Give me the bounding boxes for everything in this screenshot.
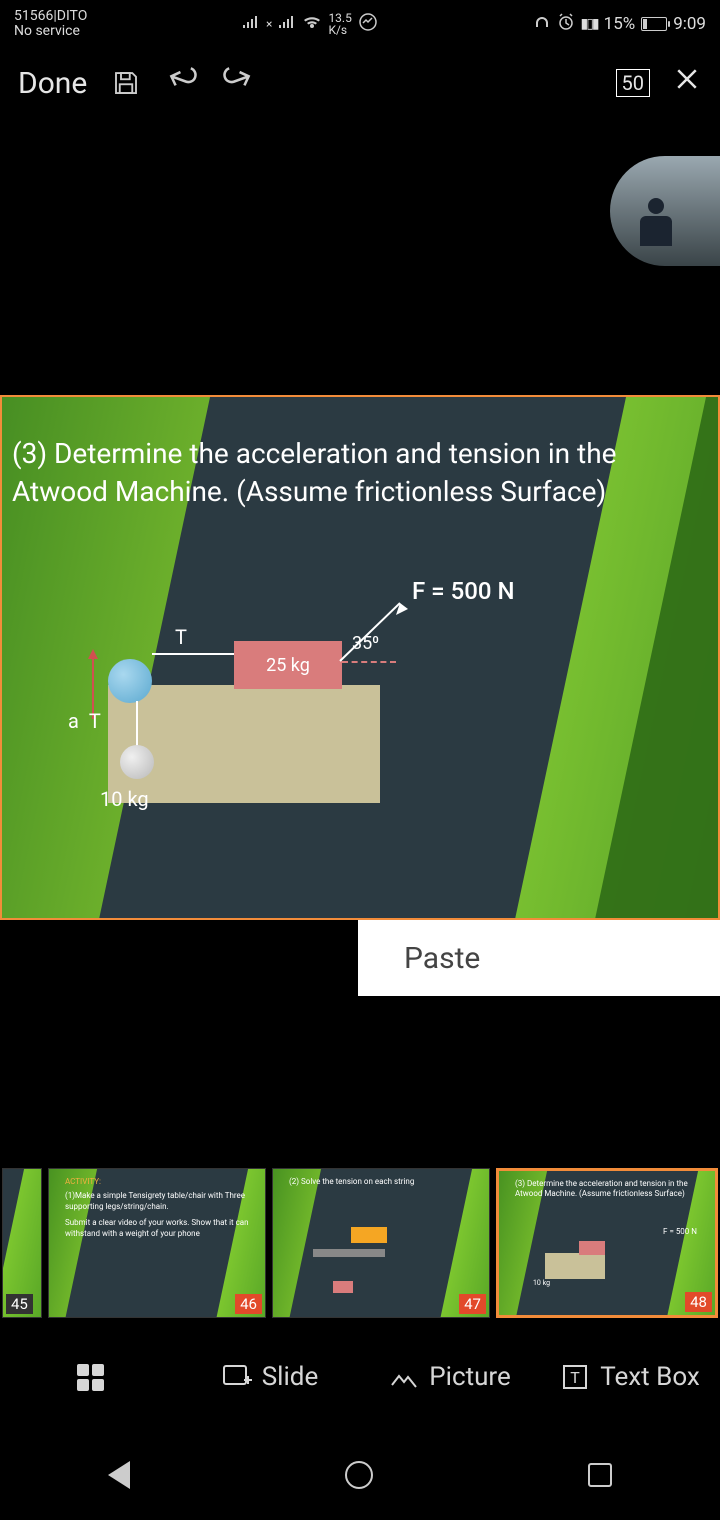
insert-picture-button[interactable]: Picture <box>360 1362 540 1392</box>
android-nav-bar <box>0 1430 720 1520</box>
insert-toolbar: Slide Picture T Text Box <box>0 1334 720 1420</box>
svg-text:T: T <box>570 1368 580 1387</box>
vibrate-icon: ▮▯▮ <box>581 16 598 32</box>
force-label: F = 500 N <box>412 577 515 605</box>
force-arrow-icon <box>338 597 408 663</box>
slide-add-icon <box>222 1362 252 1392</box>
picture-icon <box>389 1362 419 1392</box>
zoom-level[interactable]: 50 <box>616 69 650 97</box>
redo-icon[interactable] <box>221 66 255 100</box>
nav-back-icon[interactable] <box>108 1461 130 1489</box>
slide-title: (3) Determine the acceleration and tensi… <box>12 435 708 511</box>
thumb-text: (2) Solve the tension on each string <box>289 1177 481 1187</box>
service-text: No service <box>14 24 87 39</box>
signal-x-icon: × <box>266 17 272 31</box>
slide-content: (3) Determine the acceleration and tensi… <box>0 395 720 920</box>
alarm-icon <box>557 13 575 36</box>
thumbnail-46[interactable]: ACTIVITY: (1)Make a simple Tensigrety ta… <box>48 1168 266 1318</box>
hanging-mass <box>120 745 154 779</box>
thumbnail-48-selected[interactable]: (3) Determine the acceleration and tensi… <box>496 1168 718 1318</box>
context-menu-paste[interactable]: Paste <box>358 920 720 996</box>
pulley-icon <box>108 659 152 703</box>
hanging-mass-label: 10 kg <box>100 787 149 811</box>
editor-toolbar: Done 50 <box>0 48 720 118</box>
headphones-icon <box>533 13 551 36</box>
thumbnail-47[interactable]: (2) Solve the tension on each string 47 <box>272 1168 490 1318</box>
thumb-number: 47 <box>459 1294 486 1314</box>
new-slide-button[interactable]: Slide <box>180 1362 360 1392</box>
nav-recent-icon[interactable] <box>588 1463 612 1487</box>
signal-2-icon <box>278 15 296 33</box>
undo-icon[interactable] <box>165 66 199 100</box>
tension-label: T <box>175 625 187 649</box>
mass-block-label: 25 kg <box>266 655 310 676</box>
picture-label: Picture <box>429 1362 511 1392</box>
slide-label: Slide <box>262 1362 319 1392</box>
thumb-text: ACTIVITY: (1)Make a simple Tensigrety ta… <box>65 1177 257 1239</box>
done-button[interactable]: Done <box>18 66 87 101</box>
textbox-icon: T <box>560 1362 590 1392</box>
wifi-icon <box>302 14 322 34</box>
string-vertical <box>136 701 138 747</box>
battery-icon <box>641 17 667 31</box>
slide-thumbnails: 45 ACTIVITY: (1)Make a simple Tensigrety… <box>0 1168 720 1318</box>
slide-canvas[interactable]: (3) Determine the acceleration and tensi… <box>0 395 720 920</box>
string-horizontal <box>152 653 234 655</box>
messenger-icon <box>358 12 378 36</box>
android-status-bar: 51566|DITO No service × 13.5 K/s ▮▯▮ 15% <box>0 0 720 48</box>
battery-pct: 15% <box>604 14 636 34</box>
status-right: ▮▯▮ 15% 9:09 <box>533 13 706 36</box>
thumb-number: 46 <box>235 1294 262 1314</box>
paste-label: Paste <box>404 941 480 976</box>
nav-home-icon[interactable] <box>345 1461 373 1489</box>
carrier-text: 51566|DITO <box>14 9 87 24</box>
layout-grid-button[interactable] <box>0 1364 180 1391</box>
thumb-number: 45 <box>6 1294 33 1314</box>
save-icon[interactable] <box>109 66 143 100</box>
thumbnail-45-46[interactable]: 45 <box>2 1168 42 1318</box>
grid-icon <box>77 1364 104 1391</box>
collaborator-avatar[interactable] <box>610 156 720 266</box>
speed-unit: K/s <box>328 24 351 36</box>
signal-1-icon <box>242 15 260 33</box>
thumb-number: 48 <box>685 1292 712 1312</box>
net-speed: 13.5 K/s <box>328 12 351 36</box>
status-network: × 13.5 K/s <box>242 12 378 36</box>
textbox-label: Text Box <box>600 1362 700 1392</box>
thumb-force-label: F = 500 N <box>663 1227 697 1236</box>
insert-textbox-button[interactable]: T Text Box <box>540 1362 720 1392</box>
a-t-label: a T <box>68 709 101 733</box>
clock-text: 9:09 <box>673 14 706 34</box>
close-icon[interactable] <box>672 64 702 102</box>
mass-block: 25 kg <box>234 641 342 689</box>
status-carrier: 51566|DITO No service <box>14 9 87 40</box>
arrow-up-icon <box>88 649 98 659</box>
thumb-text: (3) Determine the acceleration and tensi… <box>515 1179 707 1200</box>
